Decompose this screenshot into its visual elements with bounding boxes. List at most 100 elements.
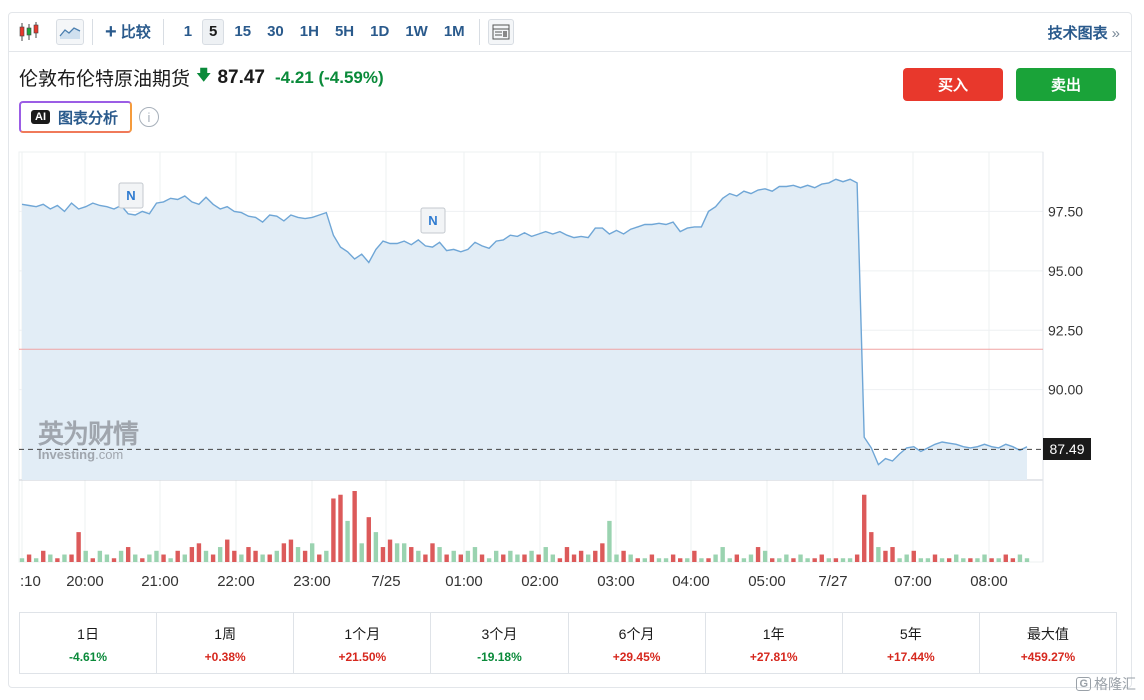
volume-bar xyxy=(133,554,138,562)
toolbar-divider xyxy=(162,18,164,45)
volume-bar xyxy=(359,543,364,562)
watermark-cn: 英为财情 xyxy=(38,419,139,449)
table-view-icon[interactable] xyxy=(487,18,514,45)
volume-bar xyxy=(239,554,244,562)
volume-bar xyxy=(55,558,60,562)
interval-1h[interactable]: 1H xyxy=(299,22,319,40)
info-icon[interactable]: i xyxy=(139,107,159,127)
volume-bar xyxy=(444,554,449,562)
volume-bar xyxy=(847,558,853,562)
volume-bar xyxy=(345,520,350,562)
performance-cell[interactable]: 6个月 +29.45% xyxy=(569,613,706,673)
volume-bar xyxy=(628,554,633,562)
interval-30[interactable]: 30 xyxy=(267,22,284,40)
volume-bar xyxy=(493,550,499,562)
volume-bar xyxy=(97,550,103,562)
volume-bar xyxy=(302,550,308,562)
x-axis: :10 20:00 21:00 22:00 23:00 7/25 01:00 02:00 03:… xyxy=(20,573,1008,590)
volume-bar xyxy=(720,547,725,562)
volume-bar xyxy=(486,558,492,562)
volume-bar xyxy=(734,554,740,562)
volume-bar xyxy=(309,543,315,562)
performance-cell[interactable]: 5年 +17.44% xyxy=(843,613,980,673)
volume-bar xyxy=(784,554,789,562)
corner-logo-text: 格隆汇 xyxy=(1094,676,1136,692)
volume-bar xyxy=(260,554,265,562)
volume-bar xyxy=(217,547,223,562)
volume-bar xyxy=(225,539,230,562)
performance-cell[interactable]: 3个月 -19.18% xyxy=(431,613,569,673)
ai-chart-analysis-label: 图表分析 xyxy=(58,109,119,127)
volume-bar xyxy=(961,558,966,562)
volume-bar xyxy=(472,547,478,562)
performance-value: +17.44% xyxy=(886,650,935,664)
volume-bar xyxy=(168,558,173,562)
volume-bar xyxy=(826,558,832,562)
volume-bar xyxy=(338,494,343,562)
volume-bar xyxy=(982,554,987,562)
performance-cell[interactable]: 最大值 +459.27% xyxy=(980,613,1116,673)
performance-value: +21.50% xyxy=(338,650,387,664)
volume-bar xyxy=(621,550,626,562)
volume-bar xyxy=(295,547,301,562)
performance-cell[interactable]: 1日 -4.61% xyxy=(20,613,158,673)
y-axis: 97.50 95.00 92.50 90.00 xyxy=(1048,203,1083,397)
volume-bar xyxy=(62,554,67,562)
sell-button[interactable]: 卖出 xyxy=(1016,68,1116,101)
interval-1[interactable]: 1 xyxy=(183,22,193,40)
instrument-name: 伦敦布伦特原油期货 xyxy=(19,69,191,90)
volume-bar xyxy=(862,494,867,562)
volume-bar xyxy=(805,558,810,562)
performance-cell[interactable]: 1周 +0.38% xyxy=(157,613,295,673)
volume-bar xyxy=(33,558,39,562)
volume-bar xyxy=(373,532,379,562)
interval-1m[interactable]: 1M xyxy=(443,22,465,40)
news-markers: NN xyxy=(118,182,446,234)
volume-bar xyxy=(451,550,456,562)
volume-bar xyxy=(423,554,428,562)
price-chart[interactable]: 97.50 95.00 92.50 90.00 :10 20:00 21:00 22:00 2… xyxy=(0,0,1144,600)
volume-bar xyxy=(529,550,534,562)
performance-cell[interactable]: 1年 +27.81% xyxy=(706,613,843,673)
volume-bar xyxy=(578,550,584,562)
volume-bar xyxy=(19,558,25,562)
volume-bar xyxy=(833,558,839,562)
performance-cell[interactable]: 1个月 +21.50% xyxy=(294,613,432,673)
volume-bar xyxy=(692,550,697,562)
performance-value: +459.27% xyxy=(1020,650,1076,664)
x-tick-label: 22:00 xyxy=(217,573,255,590)
volume-bar xyxy=(118,550,124,562)
chart-toolbar: + 比较 1 5 15 30 1H 5H 1D 1W 1M 技术图表» xyxy=(8,12,1132,52)
price-area xyxy=(22,179,1027,481)
performance-value: -19.18% xyxy=(477,650,522,664)
buy-button[interactable]: 买入 xyxy=(903,68,1003,101)
volume-bar xyxy=(791,558,796,562)
interval-1w[interactable]: 1W xyxy=(405,22,428,40)
compare-label: 比较 xyxy=(120,24,151,41)
volume-bar xyxy=(663,558,669,562)
volume-bar xyxy=(911,550,916,562)
volume-bar xyxy=(76,532,81,562)
news-marker[interactable]: N xyxy=(420,207,446,234)
instrument-header: 伦敦布伦特原油期货 🡇 87.47 -4.21 (-4.59%) xyxy=(19,64,384,91)
interval-15[interactable]: 15 xyxy=(234,22,252,40)
area-chart-icon[interactable] xyxy=(56,18,84,45)
volume-bar xyxy=(840,558,846,562)
volume-bar xyxy=(600,543,605,562)
interval-5h[interactable]: 5H xyxy=(334,22,355,40)
volume-bar xyxy=(812,558,817,562)
down-arrow-icon: 🡇 xyxy=(196,67,212,84)
compare-button[interactable]: + 比较 xyxy=(101,21,155,42)
ai-chart-analysis-button[interactable]: AI 图表分析 xyxy=(19,101,132,133)
news-marker-label: N xyxy=(428,213,437,228)
interval-5[interactable]: 5 xyxy=(202,18,225,45)
interval-1d[interactable]: 1D xyxy=(370,22,390,40)
technical-chart-link[interactable]: 技术图表» xyxy=(1048,22,1120,43)
candlestick-icon[interactable] xyxy=(14,17,44,47)
watermark-en-bold: Investing xyxy=(38,447,96,462)
volume-bar xyxy=(762,550,768,562)
news-marker[interactable]: N xyxy=(118,182,144,209)
volume-bar xyxy=(890,547,895,562)
performance-period: 1年 xyxy=(762,626,785,642)
volume-bar xyxy=(331,498,336,562)
